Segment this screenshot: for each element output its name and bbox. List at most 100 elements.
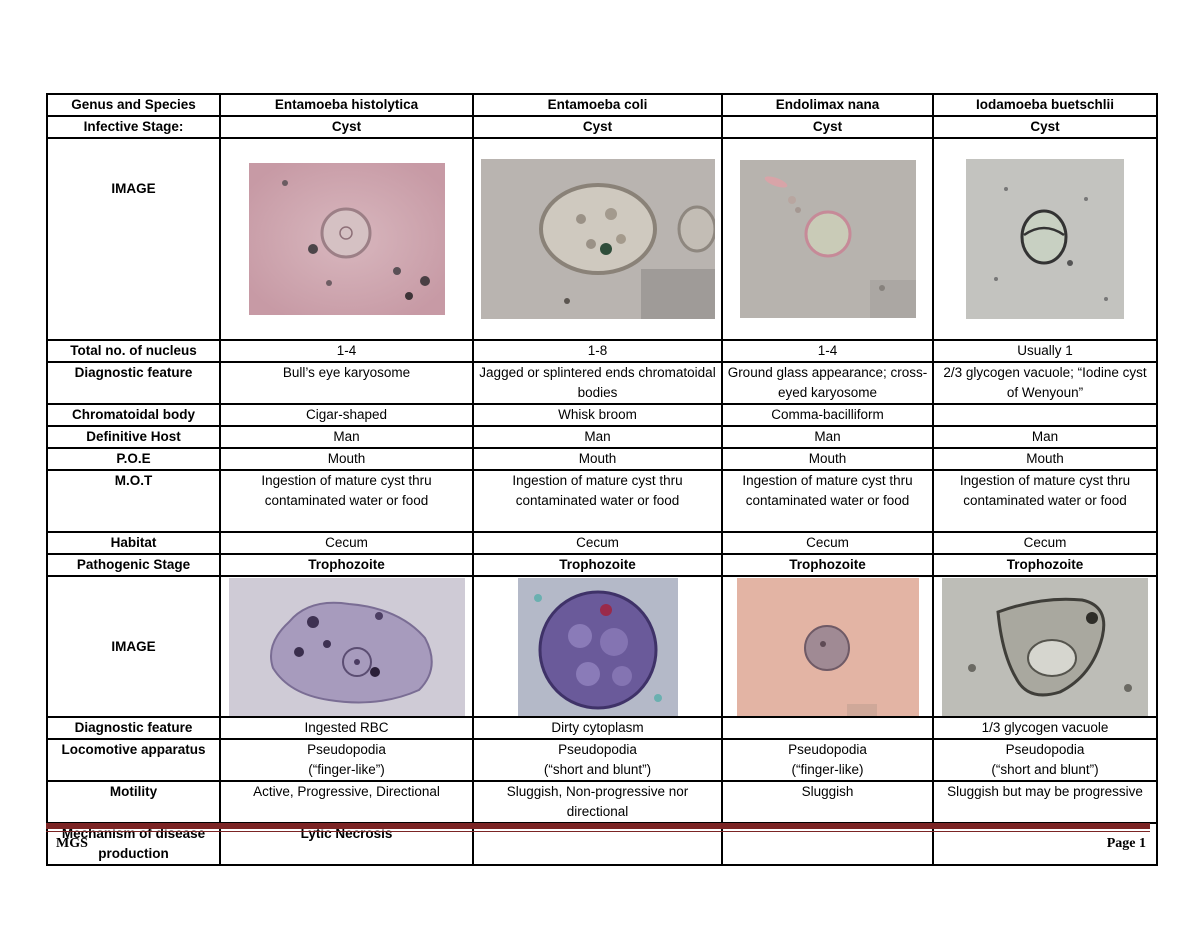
row-header: Definitive Host <box>46 425 221 449</box>
cell: Bull’s eye karyosome <box>219 361 474 405</box>
cell-line: Pseudopodia <box>307 742 386 757</box>
cell: Usually 1 <box>932 339 1158 363</box>
cell: Jagged or splintered ends chromatoidal b… <box>472 361 723 405</box>
cell-line: Pseudopodia <box>558 742 637 757</box>
row-header: Genus and Species <box>46 93 221 117</box>
cell <box>472 822 723 866</box>
cell: Pseudopodia (“finger-like) <box>721 738 934 782</box>
row-header: IMAGE <box>46 137 221 341</box>
comparison-sheet: Genus and Species Entamoeba histolytica … <box>46 93 1158 866</box>
chromatoidal-row: Chromatoidal body Cigar-shaped Whisk bro… <box>46 403 1158 427</box>
cell: Man <box>219 425 474 449</box>
poe-row: P.O.E Mouth Mouth Mouth Mouth <box>46 447 1158 471</box>
cell-line: Pseudopodia <box>1005 742 1085 757</box>
image-cell <box>932 137 1158 341</box>
row-header: Habitat <box>46 531 221 555</box>
row-header: Diagnostic feature <box>46 361 221 405</box>
cyst-image-row: IMAGE <box>46 137 1158 341</box>
motility-row: Motility Active, Progressive, Directiona… <box>46 780 1158 824</box>
cell: Mouth <box>932 447 1158 471</box>
diagnostic-troph-row: Diagnostic feature Ingested RBC Dirty cy… <box>46 716 1158 740</box>
e-coli-cyst-micrograph <box>480 159 715 319</box>
row-header: Diagnostic feature <box>46 716 221 740</box>
habitat-row: Habitat Cecum Cecum Cecum Cecum <box>46 531 1158 555</box>
species-header: Iodamoeba buetschlii <box>932 93 1158 117</box>
e-nana-cyst-micrograph <box>739 160 916 318</box>
e-histolytica-cyst-micrograph <box>248 163 445 315</box>
mot-row: M.O.T Ingestion of mature cyst thru cont… <box>46 469 1158 533</box>
cell-line: Pseudopodia <box>788 742 867 757</box>
image-cell <box>219 575 474 718</box>
e-nana-trophozoite-micrograph <box>736 577 919 716</box>
row-header: Pathogenic Stage <box>46 553 221 577</box>
page-number: Page 1 <box>1106 836 1146 851</box>
trophozoite-image-row: IMAGE <box>46 575 1158 718</box>
row-header: Locomotive apparatus <box>46 738 221 782</box>
cell: Ingestion of mature cyst thru contaminat… <box>932 469 1158 533</box>
cell-line: (“short and blunt”) <box>543 762 652 777</box>
row-header: Motility <box>46 780 221 824</box>
cell: Lytic Necrosis <box>219 822 474 866</box>
cell: Mouth <box>219 447 474 471</box>
image-cell <box>721 137 934 341</box>
header-row: Genus and Species Entamoeba histolytica … <box>46 93 1158 117</box>
cell: Mouth <box>472 447 723 471</box>
cell: Man <box>932 425 1158 449</box>
row-header: IMAGE <box>46 575 221 718</box>
cell: Dirty cytoplasm <box>472 716 723 740</box>
amoeba-comparison-table: Genus and Species Entamoeba histolytica … <box>46 93 1158 866</box>
cell: Trophozoite <box>219 553 474 577</box>
cell: Pseudopodia (“finger-like”) <box>219 738 474 782</box>
cell <box>932 403 1158 427</box>
footer-author: MGS <box>56 836 88 851</box>
cell: 2/3 glycogen vacuole; “Iodine cyst of We… <box>932 361 1158 405</box>
cell: Pseudopodia (“short and blunt”) <box>932 738 1158 782</box>
cell: 1-4 <box>219 339 474 363</box>
cell: Cecum <box>219 531 474 555</box>
cell: Sluggish, Non-progressive nor directiona… <box>472 780 723 824</box>
definitive-host-row: Definitive Host Man Man Man Man <box>46 425 1158 449</box>
row-header: M.O.T <box>46 469 221 533</box>
cell: Trophozoite <box>932 553 1158 577</box>
species-header: Entamoeba histolytica <box>219 93 474 117</box>
pathogenic-stage-row: Pathogenic Stage Trophozoite Trophozoite… <box>46 553 1158 577</box>
cell: Whisk broom <box>472 403 723 427</box>
mechanism-row: Mechanism of disease production Lytic Ne… <box>46 822 1158 866</box>
cell: 1-4 <box>721 339 934 363</box>
cell: Trophozoite <box>721 553 934 577</box>
cell: Cyst <box>472 115 723 139</box>
cell: Ingestion of mature cyst thru contaminat… <box>721 469 934 533</box>
image-cell <box>219 137 474 341</box>
footer-rule-thick <box>46 823 1150 829</box>
species-header: Entamoeba coli <box>472 93 723 117</box>
footer-rule-thin <box>46 831 1150 832</box>
cell: Cecum <box>472 531 723 555</box>
diagnostic-cyst-row: Diagnostic feature Bull’s eye karyosome … <box>46 361 1158 405</box>
cell <box>721 716 934 740</box>
e-coli-trophozoite-micrograph <box>517 577 678 716</box>
cell-line: (“finger-like) <box>791 762 864 777</box>
cell: Cecum <box>721 531 934 555</box>
cell <box>721 822 934 866</box>
cell: Cyst <box>932 115 1158 139</box>
i-buetschlii-cyst-micrograph <box>966 159 1124 319</box>
cell: Ingested RBC <box>219 716 474 740</box>
cell: Cecum <box>932 531 1158 555</box>
cell: 1/3 glycogen vacuole <box>932 716 1158 740</box>
cell: Active, Progressive, Directional <box>219 780 474 824</box>
row-header: Chromatoidal body <box>46 403 221 427</box>
image-cell <box>932 575 1158 718</box>
cell: Cyst <box>219 115 474 139</box>
species-header: Endolimax nana <box>721 93 934 117</box>
cell: Trophozoite <box>472 553 723 577</box>
cell: Man <box>472 425 723 449</box>
cell-line: (“finger-like”) <box>308 762 385 777</box>
infective-stage-row: Infective Stage: Cyst Cyst Cyst Cyst <box>46 115 1158 139</box>
row-header: Infective Stage: <box>46 115 221 139</box>
row-header: Total no. of nucleus <box>46 339 221 363</box>
cell: Cyst <box>721 115 934 139</box>
cell: Ingestion of mature cyst thru contaminat… <box>472 469 723 533</box>
image-cell <box>472 137 723 341</box>
cell: Cigar-shaped <box>219 403 474 427</box>
image-cell <box>721 575 934 718</box>
